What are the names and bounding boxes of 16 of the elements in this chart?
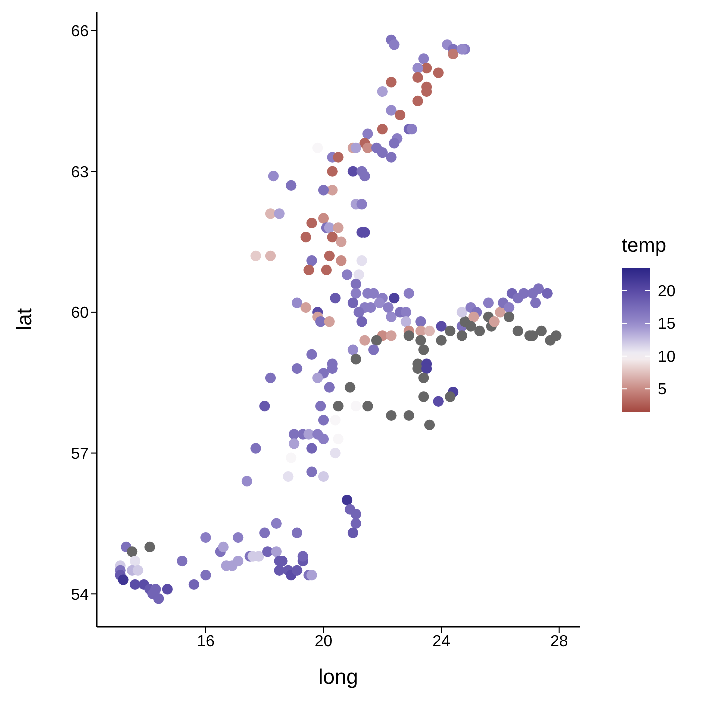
y-tick-label: 54 [71,586,90,604]
x-tick-label: 24 [432,633,451,650]
x-tick-label: 28 [550,633,568,650]
color-bar-label: 15 [658,316,676,334]
x-tick-label: 16 [197,633,215,650]
color-bar-label: 5 [658,382,667,399]
y-tick-label: 63 [71,164,90,182]
y-tick-label: 66 [71,23,90,40]
x-axis-title: long [318,666,358,689]
color-bar-title: temp [622,235,666,257]
y-tick-label: 60 [71,305,90,322]
y-tick-label: 57 [71,446,90,463]
color-bar-label: 10 [658,348,676,366]
color-bar-label: 20 [658,284,676,301]
x-tick-label: 20 [314,633,333,650]
y-axis-title: lat [13,308,36,331]
